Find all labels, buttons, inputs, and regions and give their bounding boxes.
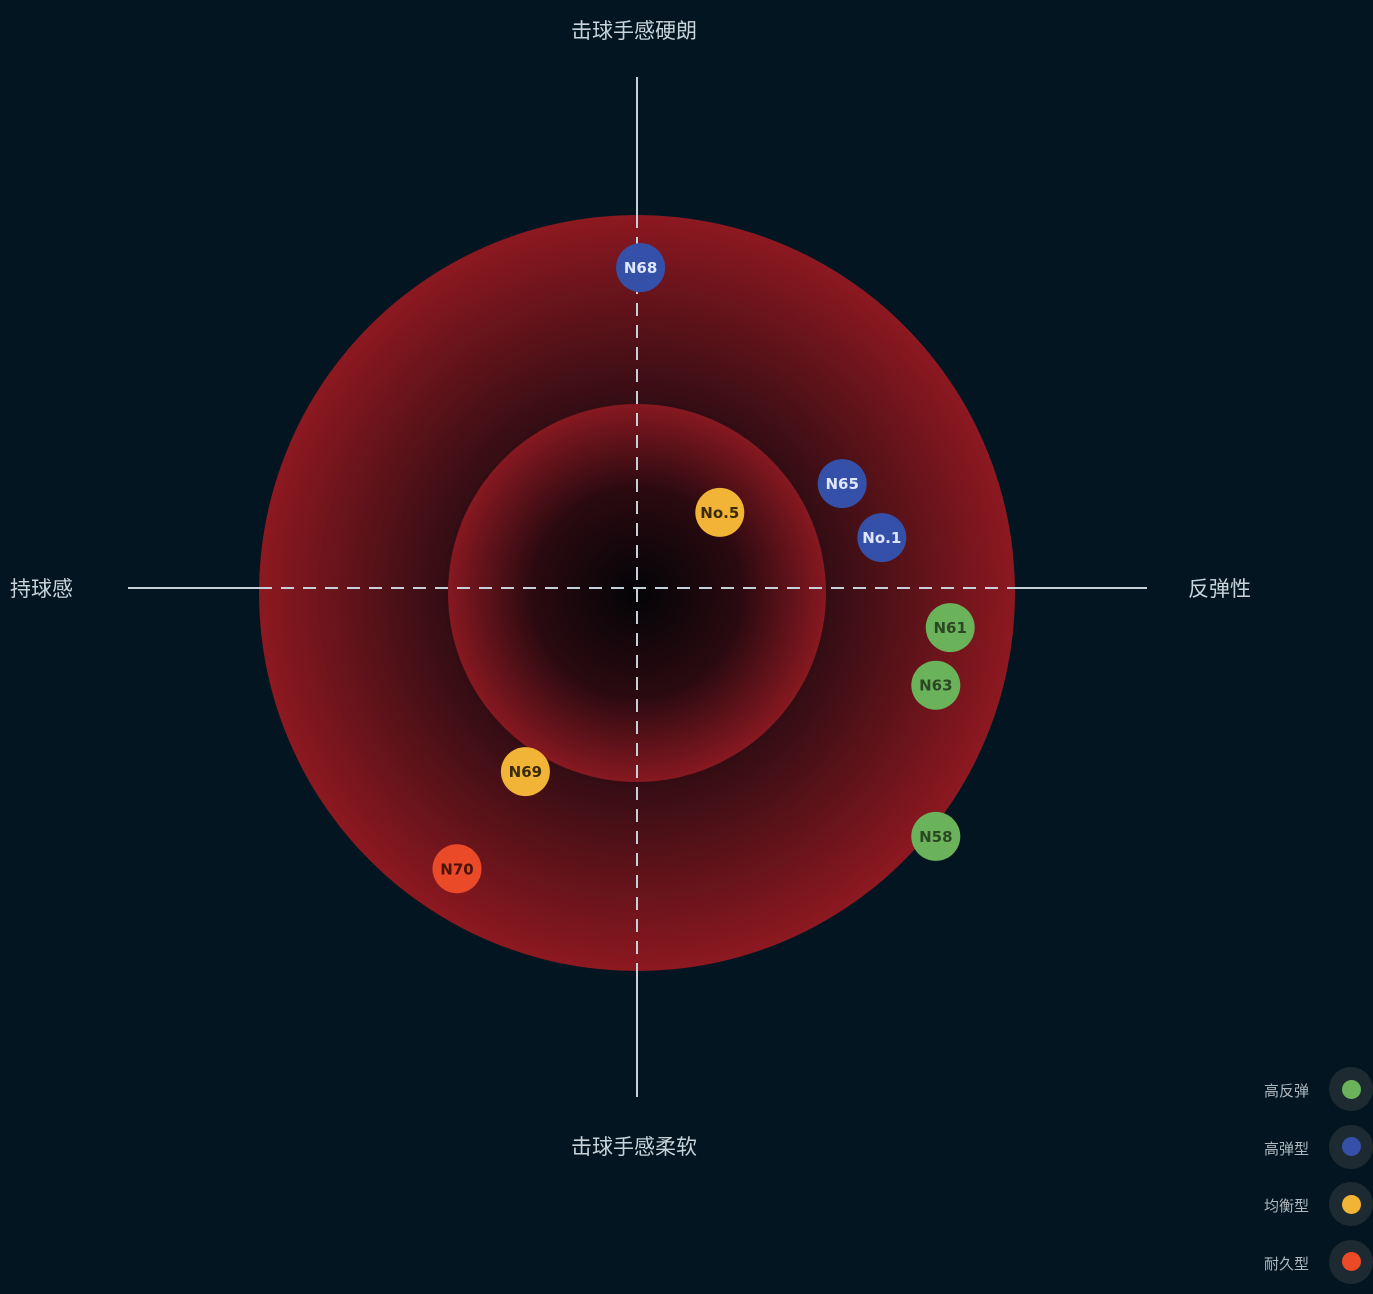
data-point-label: N70 [440, 860, 473, 878]
legend-dot-yellow [1342, 1195, 1361, 1214]
data-point-n63: N63 [911, 661, 960, 710]
legend-item-high-bounce: 高弹型 [1233, 1122, 1373, 1180]
data-point-no1: No.1 [857, 513, 906, 562]
legend-swatch [1329, 1182, 1373, 1226]
data-point-n69: N69 [501, 747, 550, 796]
data-point-label: N63 [919, 677, 952, 695]
legend-label: 高弹型 [1264, 1138, 1309, 1159]
data-point-label: No.1 [862, 529, 901, 547]
data-point-n58: N58 [911, 812, 960, 861]
data-point-no5: No.5 [695, 488, 744, 537]
data-point-label: N69 [509, 763, 542, 781]
legend-item-high-rebound: 高反弹 [1233, 1064, 1373, 1122]
legend-dot-red [1342, 1252, 1361, 1271]
data-point-label: N58 [919, 828, 952, 846]
data-point-label: N61 [933, 619, 966, 637]
legend-item-durable: 耐久型 [1233, 1237, 1373, 1294]
legend-dot-green [1342, 1080, 1361, 1099]
data-point-n70: N70 [433, 844, 482, 893]
data-point-n68: N68 [616, 243, 665, 292]
data-point-label: N68 [624, 259, 657, 277]
legend-dot-blue [1342, 1137, 1361, 1156]
axis-label-top: 击球手感硬朗 [571, 15, 697, 45]
axis-label-left: 持球感 [10, 573, 73, 603]
legend-label: 高反弹 [1264, 1080, 1309, 1101]
legend-swatch [1329, 1067, 1373, 1111]
legend: 高反弹 高弹型 均衡型 耐久型 [1233, 1064, 1373, 1294]
axis-label-bottom: 击球手感柔软 [571, 1131, 697, 1161]
legend-item-balanced: 均衡型 [1233, 1179, 1373, 1237]
legend-swatch [1329, 1240, 1373, 1284]
legend-label: 均衡型 [1264, 1195, 1309, 1216]
legend-swatch [1329, 1125, 1373, 1169]
axis-label-right: 反弹性 [1188, 573, 1251, 603]
data-point-label: N65 [825, 475, 858, 493]
data-point-n61: N61 [926, 603, 975, 652]
data-point-n65: N65 [818, 459, 867, 508]
legend-label: 耐久型 [1264, 1253, 1309, 1274]
data-point-label: No.5 [700, 504, 739, 522]
